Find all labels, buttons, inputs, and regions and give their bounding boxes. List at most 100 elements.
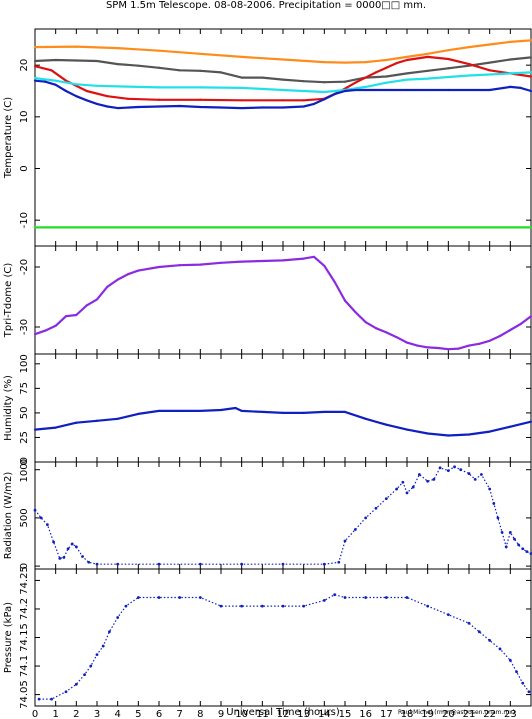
temperature-data-point xyxy=(33,76,37,80)
pressure-data-point xyxy=(178,596,182,599)
radiation-data-point xyxy=(411,485,415,489)
tpri-tdome-data-point xyxy=(436,346,440,350)
tpri-tdome-data-point xyxy=(426,346,429,349)
temperature-data-point xyxy=(385,66,388,69)
pressure-data-point xyxy=(89,664,93,668)
humidity-data-point xyxy=(54,426,57,429)
radiation-data-point xyxy=(492,502,496,505)
temperature-data-point xyxy=(33,45,37,49)
radiation-data-point xyxy=(353,528,357,531)
tpri-tdome-data-point xyxy=(364,321,367,324)
radiation-y-tick-label: 0 xyxy=(19,563,30,569)
temperature-data-point xyxy=(509,85,512,88)
temperature-data-point xyxy=(75,95,78,98)
pressure-data-point xyxy=(240,604,244,608)
pressure-data-point xyxy=(157,596,161,599)
radiation-data-point xyxy=(496,516,500,520)
temperature-data-point xyxy=(261,106,264,109)
temperature-data-point xyxy=(447,88,450,92)
temperature-data-point xyxy=(302,80,305,83)
radiation-data-point xyxy=(473,477,477,481)
radiation-data-point xyxy=(116,562,120,566)
tpri-tdome-data-point xyxy=(116,278,119,281)
humidity-data-point xyxy=(240,409,243,413)
temperature-data-point xyxy=(33,59,37,63)
temperature-y-tick-label: -10 xyxy=(19,212,30,228)
temperature-data-point xyxy=(488,43,491,46)
temperature-data-point xyxy=(95,84,99,87)
temperature-data-point xyxy=(364,88,367,92)
radiation-data-point xyxy=(432,477,436,481)
radiation-data-point xyxy=(488,487,492,491)
temperature-data-point xyxy=(240,86,243,89)
humidity-data-point xyxy=(488,430,491,433)
temperature-data-point xyxy=(467,45,471,49)
temperature-data-point xyxy=(395,62,398,65)
x-tick-label: 13 xyxy=(297,709,310,719)
tpri-tdome-data-point xyxy=(75,313,78,317)
radiation-data-point xyxy=(405,491,409,495)
tpri-tdome-y-axis-label: Tpri-Tdome (C) xyxy=(3,263,14,339)
radiation-data-point xyxy=(418,473,421,476)
temperature-data-point xyxy=(529,56,532,59)
x-tick-label: 1 xyxy=(52,709,58,719)
radiation-data-point xyxy=(58,556,62,560)
temperature-data-point xyxy=(354,88,357,92)
temperature-data-point xyxy=(33,65,37,68)
temperature-data-point xyxy=(312,102,316,106)
temperature-data-point xyxy=(405,78,409,81)
humidity-data-point xyxy=(467,433,471,436)
tpri-tdome-data-point xyxy=(405,341,409,344)
pressure-data-point xyxy=(108,630,111,634)
temperature-data-point xyxy=(219,71,223,74)
radiation-data-point xyxy=(322,562,326,566)
tpri-tdome-panel: -30 -20 Tpri-Tdome (C) xyxy=(3,245,532,355)
tpri-tdome-data-point xyxy=(416,344,419,347)
radiation-data-point xyxy=(384,497,388,501)
radiation-data-point xyxy=(39,516,43,520)
temperature-data-point xyxy=(54,58,57,62)
pressure-data-point xyxy=(302,604,306,608)
tpri-tdome-data-point xyxy=(302,257,305,260)
temperature-data-point xyxy=(116,47,119,50)
pressure-data-point xyxy=(333,593,337,597)
radiation-data-point xyxy=(446,469,450,473)
x-tick-label: 20 xyxy=(442,709,455,719)
temperature-data-point xyxy=(157,105,161,108)
temperature-data-point xyxy=(405,72,409,75)
temperature-data-point xyxy=(323,60,326,64)
temperature-data-point xyxy=(199,105,202,109)
temperature-data-point xyxy=(126,97,130,100)
pressure-data-point xyxy=(521,681,525,685)
pressure-y-tick-label: 74.15 xyxy=(19,623,30,652)
temperature-data-point xyxy=(281,58,285,61)
temperature-data-point xyxy=(405,58,409,62)
tpri-tdome-data-point xyxy=(240,260,243,263)
pressure-data-point xyxy=(219,604,223,608)
radiation-data-point xyxy=(395,487,399,491)
temperature-data-point xyxy=(75,83,78,86)
x-tick-label: 19 xyxy=(421,709,434,719)
pressure-data-point xyxy=(198,596,202,599)
radiation-data-point xyxy=(453,465,456,469)
temperature-data-point xyxy=(157,49,161,52)
pressure-y-tick-label: 74.1 xyxy=(19,655,30,677)
temperature-data-point xyxy=(488,61,491,64)
tpri-tdome-data-point xyxy=(85,304,88,307)
temperature-data-point xyxy=(405,55,409,59)
pressure-data-point xyxy=(446,613,450,617)
pressure-data-point xyxy=(83,673,86,677)
radiation-data-point xyxy=(513,537,516,541)
chart-title: SPM 1.5m Telescope. 08-08-2006. Precipit… xyxy=(106,0,426,11)
temperature-data-point xyxy=(157,86,161,89)
pressure-panel: 74.05 74.1 74.15 74.2 74.25 Pressure (kPa) xyxy=(3,566,532,709)
pressure-y-tick-label: 74.25 xyxy=(19,566,30,595)
temperature-data-point xyxy=(116,85,119,88)
pressure-data-point xyxy=(467,621,471,625)
tpri-tdome-data-point xyxy=(312,255,316,258)
radiation-data-point xyxy=(70,542,74,546)
temperature-data-point xyxy=(488,73,491,76)
temperature-data-point xyxy=(54,83,57,86)
radiation-data-point xyxy=(480,473,483,476)
